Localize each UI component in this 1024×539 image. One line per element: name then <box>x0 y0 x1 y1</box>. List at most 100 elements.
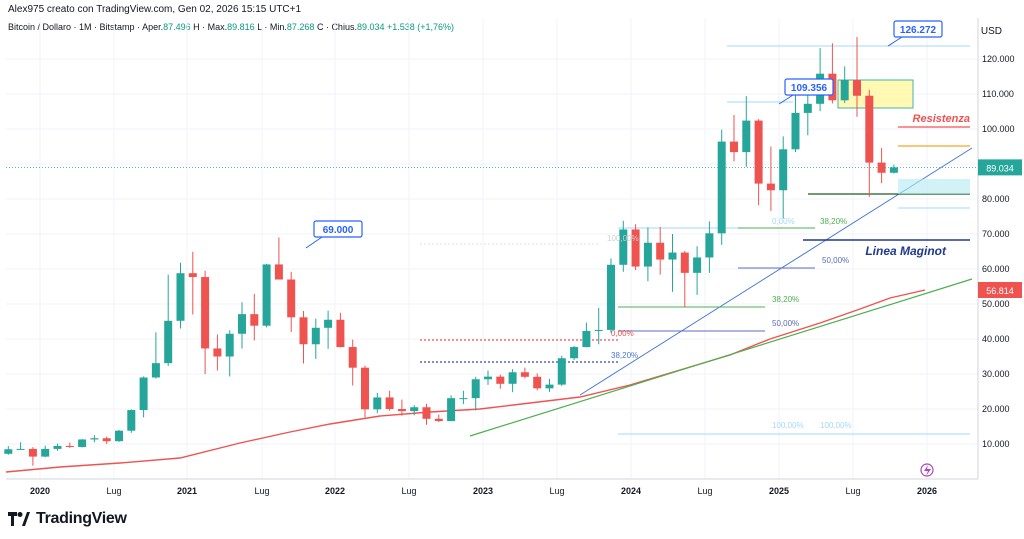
last-price-badge <box>978 159 1022 176</box>
y-tick-label: 70.000 <box>982 229 1010 239</box>
y-tick-label: 60.000 <box>982 264 1010 274</box>
candle-up <box>803 103 812 113</box>
fib-high-label-50: 50,00% <box>822 256 849 265</box>
candle-up <box>570 347 579 359</box>
candle-up <box>16 448 25 450</box>
callout-109356-box <box>784 78 834 96</box>
candle-up <box>90 438 99 440</box>
candle-down <box>877 162 886 173</box>
fib-low-label-382: 38,20% <box>772 295 799 304</box>
y-tick-label: 100.000 <box>982 124 1015 134</box>
x-tick-label: Lug <box>845 486 860 496</box>
candle-down <box>201 277 210 349</box>
candle-up <box>41 448 50 457</box>
symbol-name: Bitcoin / Dollaro · 1M · Bitstamp <box>8 22 135 32</box>
fib-low-label-382b: 38,20% <box>611 351 638 360</box>
tradingview-logo[interactable]: TradingView <box>8 510 127 528</box>
fib-high-label-382: 38,20% <box>820 217 847 226</box>
close-value: 89.034 <box>356 22 385 32</box>
candle-up <box>594 329 603 331</box>
candle-up <box>115 430 123 442</box>
x-tick-label: 2022 <box>325 486 345 496</box>
candle-down <box>754 120 763 184</box>
lightning-icon <box>924 465 931 476</box>
consolidation-zone <box>837 79 914 109</box>
candle-down <box>188 273 197 278</box>
open-value: 87.496 <box>163 22 191 32</box>
candle-up <box>139 377 148 411</box>
x-tick-label: 2020 <box>30 486 50 496</box>
last-price-badge-text: 89.034 <box>986 163 1014 173</box>
candle-down <box>65 445 74 447</box>
support-zone <box>898 179 970 194</box>
x-tick-label: Lug <box>549 486 564 496</box>
brand-name: TradingView <box>36 510 127 527</box>
candle-up <box>311 327 320 345</box>
candle-down <box>274 264 283 280</box>
x-tick-label: Lug <box>401 486 416 496</box>
callout-69000-pointer <box>305 236 323 249</box>
candle-down <box>656 242 665 260</box>
candle-down <box>766 183 775 191</box>
candle-up <box>373 397 382 410</box>
candle-down <box>361 367 369 410</box>
y-tick-label: 50.000 <box>982 299 1010 309</box>
candle-up <box>889 167 898 173</box>
candle-down <box>680 252 689 273</box>
y-tick-label: 110.000 <box>982 89 1014 99</box>
candle-down <box>102 438 111 442</box>
candle-up <box>643 242 652 267</box>
candle-up <box>151 363 160 378</box>
x-tick-label: 2024 <box>621 486 641 496</box>
fib-high-label-100a: 100,00% <box>772 421 804 430</box>
candle-up <box>53 445 62 449</box>
candle-down <box>287 279 296 318</box>
moving-average-line <box>5 289 926 473</box>
currency-label: USD <box>980 26 1002 37</box>
candle-up <box>791 112 800 150</box>
fib-high-label-0: 0,00% <box>772 217 795 226</box>
candle-down <box>28 448 37 457</box>
candle-down <box>385 397 394 409</box>
candle-up <box>262 264 271 326</box>
x-tick-label: Lug <box>106 486 121 496</box>
candle-up <box>582 330 591 348</box>
x-tick-label: 2021 <box>177 486 197 496</box>
callout-126272-box <box>893 20 943 38</box>
callout-126272-text: 126.272 <box>900 25 937 36</box>
y-tick-label: 30.000 <box>982 369 1010 379</box>
fib-low-label-50: 50,00% <box>772 319 799 328</box>
callout-109356-text: 109.356 <box>791 83 828 94</box>
candle-up <box>668 252 677 260</box>
tv-logo-icon <box>8 512 30 526</box>
candle-down <box>434 418 443 422</box>
callout-69000-box <box>313 220 363 238</box>
support-trendline <box>469 278 973 437</box>
change-value: +1.538 (+1,76%) <box>387 22 455 32</box>
candle-up <box>127 410 136 431</box>
candle-up <box>324 319 333 328</box>
x-tick-label: 2023 <box>473 486 493 496</box>
candle-up <box>693 257 702 273</box>
event-marker-icon[interactable] <box>920 463 934 477</box>
y-tick-label: 20.000 <box>982 404 1010 414</box>
candle-up <box>225 333 234 357</box>
high-value: 89.816 <box>227 22 255 32</box>
low-value: 87.268 <box>286 22 315 32</box>
candle-down <box>348 347 357 368</box>
callout-126272-pointer <box>887 36 903 47</box>
chart-credit: Alex975 creato con TradingView.com, Gen … <box>8 4 302 15</box>
candle-up <box>471 379 480 399</box>
candle-up <box>840 80 849 101</box>
candle-up <box>78 439 87 447</box>
candle-down <box>496 376 505 384</box>
candle-up <box>742 120 751 153</box>
candle-down <box>422 407 431 419</box>
y-tick-label: 40.000 <box>982 334 1010 344</box>
x-tick-label: 2026 <box>917 486 937 496</box>
candle-down <box>853 80 861 96</box>
x-tick-label: Lug <box>697 486 712 496</box>
candle-up <box>607 264 615 330</box>
maginot-label: Linea Maginot <box>865 244 947 258</box>
